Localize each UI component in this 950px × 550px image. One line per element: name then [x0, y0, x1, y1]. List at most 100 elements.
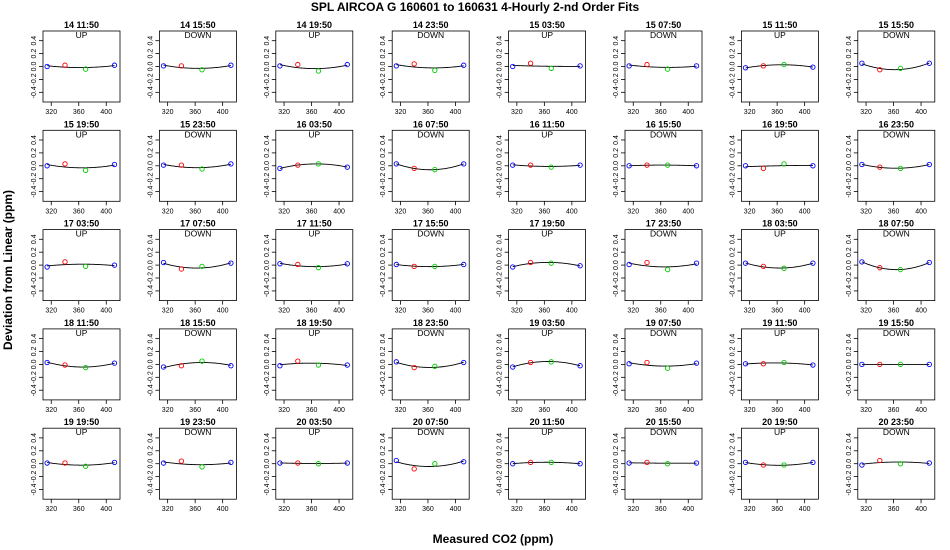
data-point [199, 263, 205, 270]
page-title: SPL AIRCOA G 160601 to 160631 4-Hourly 2… [311, 0, 640, 14]
data-point [315, 461, 322, 467]
x-tick-label: 320 [511, 407, 523, 414]
y-tick-label: 0.0 [264, 161, 271, 171]
fit-curve [512, 461, 581, 465]
y-tick-label: 0.0 [31, 62, 38, 72]
y-tick-label: -0.2 [264, 272, 271, 284]
x-tick-label: 320 [395, 506, 407, 513]
y-tick-label: 0.4 [497, 234, 504, 244]
panel-title: 15 15:50 [879, 20, 915, 30]
fit-curve [629, 64, 697, 68]
x-tick-label: 320 [860, 308, 872, 315]
x-tick-label: 320 [278, 308, 290, 315]
data-point [548, 65, 554, 72]
data-point [82, 167, 89, 173]
y-tick-label: 0.0 [613, 62, 620, 72]
panel-direction-label: UP [308, 30, 320, 40]
data-point [577, 63, 583, 69]
x-tick-label: 400 [217, 208, 229, 215]
data-point [527, 459, 534, 466]
panel-title: 19 23:50 [180, 417, 216, 427]
x-tick-label: 400 [915, 208, 927, 215]
y-tick-label: -0.2 [497, 73, 504, 85]
x-tick-label: 360 [189, 407, 201, 414]
fit-curve [279, 64, 348, 70]
panel-title: 16 07:50 [413, 119, 449, 129]
panel-title: 17 23:50 [646, 219, 682, 229]
y-tick-label: 0.0 [497, 459, 504, 469]
y-tick-label: 0.0 [264, 459, 271, 469]
y-tick-label: -0.2 [497, 173, 504, 185]
panel-direction-label: UP [774, 229, 786, 239]
fit-curve [279, 362, 348, 366]
y-tick-label: -0.4 [147, 285, 154, 297]
fit-curve [745, 262, 814, 269]
panel-title: 19 03:50 [529, 318, 565, 328]
x-tick-label: 320 [45, 506, 57, 513]
y-tick-label: -0.2 [31, 173, 38, 185]
y-tick-label: -0.2 [380, 371, 387, 383]
y-tick-label: -0.2 [846, 371, 853, 383]
fit-curve [163, 64, 231, 69]
data-point [111, 459, 118, 466]
y-tick-label: 0.4 [497, 135, 504, 145]
panel-direction-label: DOWN [184, 328, 211, 338]
y-tick-label: -0.4 [497, 285, 504, 297]
data-point [277, 165, 283, 172]
y-tick-label: -0.4 [613, 86, 620, 98]
fit-curve [396, 460, 464, 467]
y-tick-label: 0.4 [613, 36, 620, 46]
y-tick-label: 0.4 [264, 234, 271, 244]
y-tick-label: -0.4 [31, 483, 38, 495]
fit-curve [396, 263, 464, 268]
x-tick-label: 400 [799, 109, 811, 116]
data-point [199, 358, 205, 364]
panel-title: 19 15:50 [879, 318, 915, 328]
panel-title: 17 07:50 [180, 219, 216, 229]
y-tick-label: -0.4 [380, 185, 387, 197]
fit-curve [47, 361, 115, 368]
y-tick-label: 0.2 [497, 49, 504, 59]
panel-direction-label: DOWN [184, 129, 211, 139]
x-tick-label: 320 [744, 407, 756, 414]
y-tick-label: 0.0 [846, 260, 853, 270]
panel-direction-label: UP [541, 129, 553, 139]
data-point [810, 260, 816, 266]
data-point [178, 162, 185, 168]
y-tick-label: 0.2 [497, 347, 504, 357]
fit-curve [861, 163, 930, 169]
data-point [742, 65, 749, 71]
x-tick-label: 360 [73, 308, 85, 315]
panel-direction-label: DOWN [650, 229, 677, 239]
y-tick-label: -0.2 [147, 470, 154, 482]
x-tick-label: 360 [539, 308, 551, 315]
data-point [228, 363, 234, 369]
x-tick-label: 400 [566, 407, 578, 414]
data-point [577, 461, 583, 467]
y-tick-label: 0.2 [497, 148, 504, 158]
x-tick-label: 320 [744, 308, 756, 315]
panel-title: 15 23:50 [180, 119, 216, 129]
x-tick-label: 400 [100, 407, 112, 414]
x-tick-label: 360 [73, 208, 85, 215]
fit-curve [861, 261, 930, 271]
panel-title: 19 11:50 [762, 318, 797, 328]
y-tick-label: 0.0 [497, 161, 504, 171]
panel-direction-label: DOWN [417, 129, 444, 139]
data-point [664, 162, 671, 168]
data-point [781, 462, 787, 468]
y-tick-label: 0.0 [380, 359, 387, 369]
data-point [897, 266, 904, 273]
panel-title: 15 07:50 [646, 20, 682, 30]
y-tick-label: 0.4 [846, 135, 853, 145]
fit-curve [163, 362, 231, 369]
